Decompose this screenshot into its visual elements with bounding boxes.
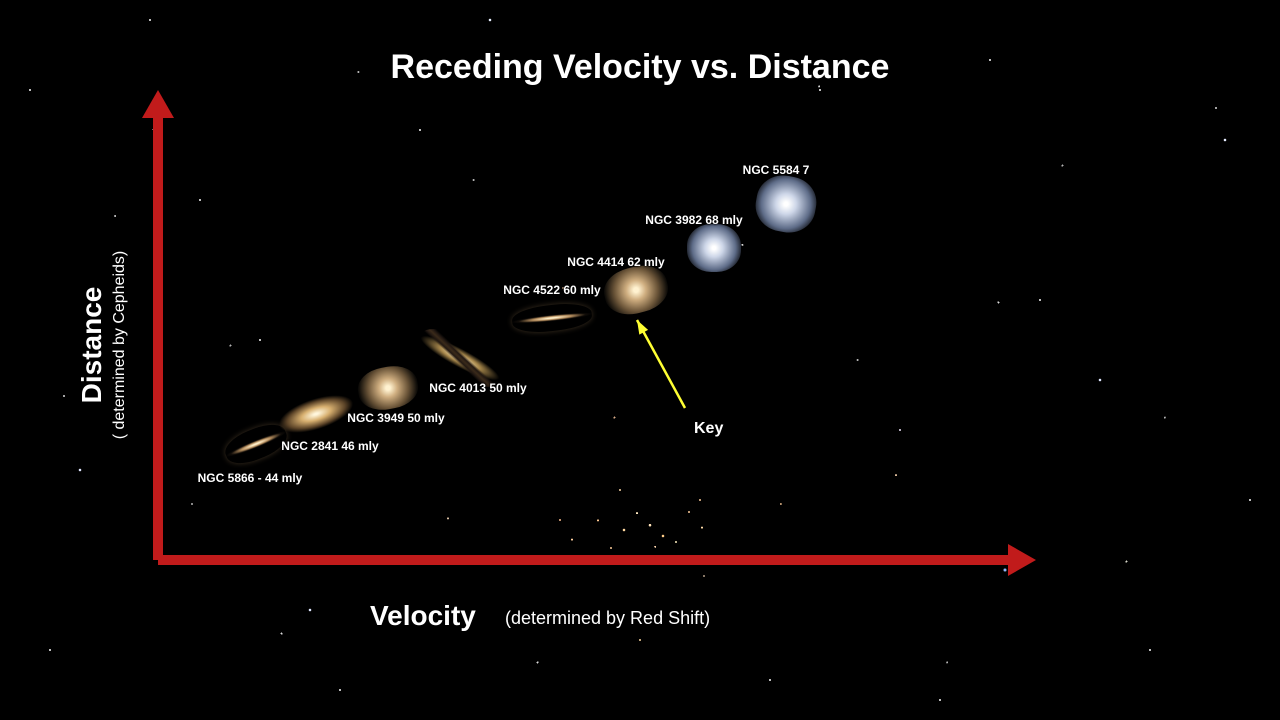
galaxy-label-ngc-5866: NGC 5866 - 44 mly: [198, 471, 303, 485]
x-axis-label: Velocity: [370, 600, 476, 632]
chart-title: Receding Velocity vs. Distance: [0, 48, 1280, 87]
x-axis-sublabel: (determined by Red Shift): [505, 608, 710, 629]
y-axis-label: Distance: [76, 287, 108, 404]
galaxy-ngc-3982: [687, 224, 741, 272]
galaxy-label-ngc-3982: NGC 3982 68 mly: [645, 213, 742, 227]
galaxy-label-ngc-4522: NGC 4522 60 mly: [503, 283, 600, 297]
galaxy-label-ngc-4414: NGC 4414 62 mly: [567, 255, 664, 269]
galaxy-cluster-glow: [520, 470, 780, 590]
galaxy-label-ngc-3949: NGC 3949 50 mly: [347, 411, 444, 425]
key-annotation-label: Key: [694, 420, 723, 438]
galaxy-label-ngc-4013: NGC 4013 50 mly: [429, 381, 526, 395]
y-axis-sublabel: ( determined by Cepheids): [111, 251, 129, 440]
galaxy-label-ngc-2841: NGC 2841 46 mly: [281, 439, 378, 453]
galaxy-label-ngc-5584: NGC 5584 7: [743, 163, 810, 177]
